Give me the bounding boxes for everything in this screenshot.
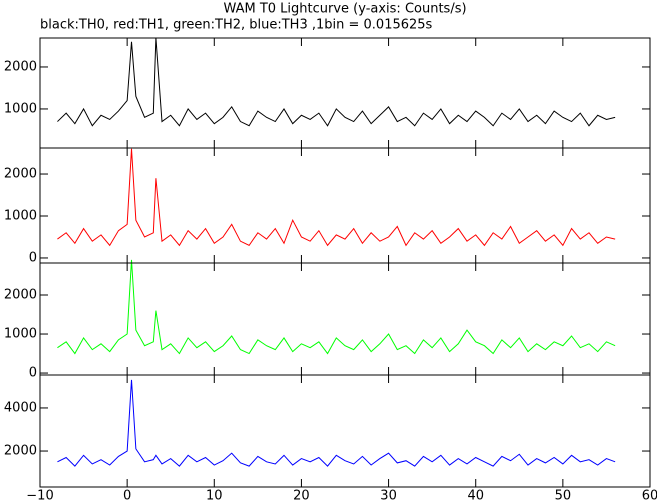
lightcurve (57, 259, 616, 355)
x-tick-label: 60 (642, 489, 657, 504)
y-tick-label: 0 (29, 250, 37, 265)
y-tick-label: 1000 (4, 327, 37, 342)
y-tick-label: 4000 (4, 400, 37, 415)
panel-frame (39, 37, 651, 149)
lightcurve (57, 379, 616, 467)
x-tick-label: 30 (380, 489, 397, 504)
lightcurve (57, 148, 616, 247)
x-tick-label: 0 (123, 489, 131, 504)
chart-subtitle: black:TH0, red:TH1, green:TH2, blue:TH3 … (40, 18, 433, 33)
y-tick-label: 0 (29, 366, 37, 381)
y-tick-label: 2000 (4, 444, 37, 459)
lightcurve (57, 37, 616, 127)
panel-frame (39, 147, 651, 264)
x-tick-label: 40 (467, 489, 484, 504)
y-tick-label: 1000 (4, 208, 37, 223)
panel-frame (39, 374, 651, 488)
y-tick-label: 2000 (4, 167, 37, 182)
x-tick-label: 50 (555, 489, 572, 504)
panel-frame (39, 262, 651, 376)
x-tick-label: −10 (26, 489, 53, 504)
x-tick-label: 10 (206, 489, 223, 504)
y-tick-label: 2000 (4, 288, 37, 303)
y-tick-label: 1000 (4, 101, 37, 116)
y-tick-label: 2000 (4, 59, 37, 74)
chart-title: WAM T0 Lightcurve (y-axis: Counts/s) (223, 2, 466, 17)
x-tick-label: 20 (293, 489, 310, 504)
